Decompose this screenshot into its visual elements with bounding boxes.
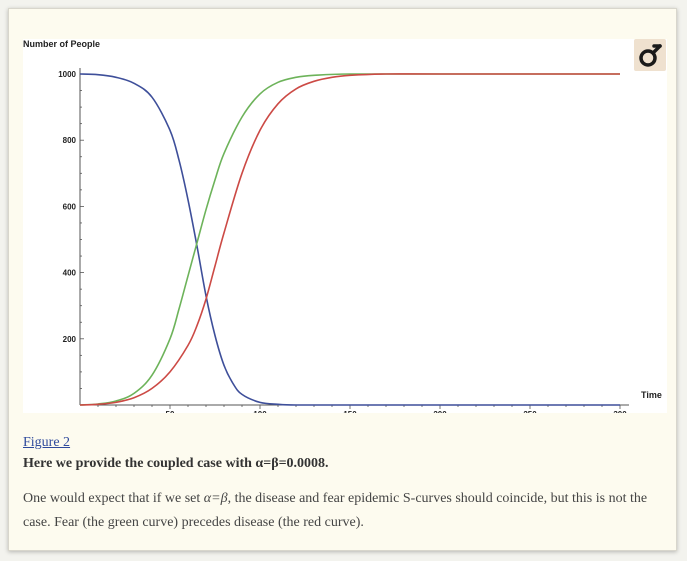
figure-link[interactable]: Figure 2: [23, 435, 71, 450]
y-tick-label: 400: [63, 269, 77, 278]
x-tick-label: 200: [433, 410, 447, 413]
y-tick-label: 800: [63, 136, 77, 145]
caption-body-start: One would expect that if we set: [23, 491, 204, 506]
y-tick-label: 1000: [58, 70, 76, 79]
sir-chart: 50 100 150 200 250 300 200 400 600 800 1000 Number …: [23, 39, 662, 413]
male-symbol-icon: [639, 44, 662, 67]
caption-body: One would expect that if we set α=β, the…: [23, 487, 663, 535]
series-line-3: [79, 73, 620, 406]
x-tick-label: 150: [343, 410, 357, 413]
x-tick-label: 300: [613, 410, 627, 413]
caption-body-variable: α=β: [203, 491, 228, 506]
y-tick-label: 200: [63, 335, 77, 344]
caption-title: Here we provide the coupled case with α=…: [23, 456, 329, 471]
y-tick-label: 600: [63, 202, 77, 211]
series-line-2: [79, 73, 620, 406]
logo-badge[interactable]: [634, 39, 666, 71]
plot-area: 50 100 150 200 250 300 200 400 600 800 1000 Number …: [23, 39, 667, 413]
figure-card: 50 100 150 200 250 300 200 400 600 800 1000 Number …: [8, 8, 677, 551]
series-line-1: [79, 73, 620, 406]
x-tick-label: 250: [523, 410, 537, 413]
y-axis-label: Number of People: [23, 39, 100, 49]
x-tick-label: 50: [166, 410, 175, 413]
x-axis-label: Time: [641, 390, 662, 400]
caption-body-end: , the disease and fear epidemic S-curves…: [23, 491, 648, 530]
x-tick-label: 100: [253, 410, 267, 413]
